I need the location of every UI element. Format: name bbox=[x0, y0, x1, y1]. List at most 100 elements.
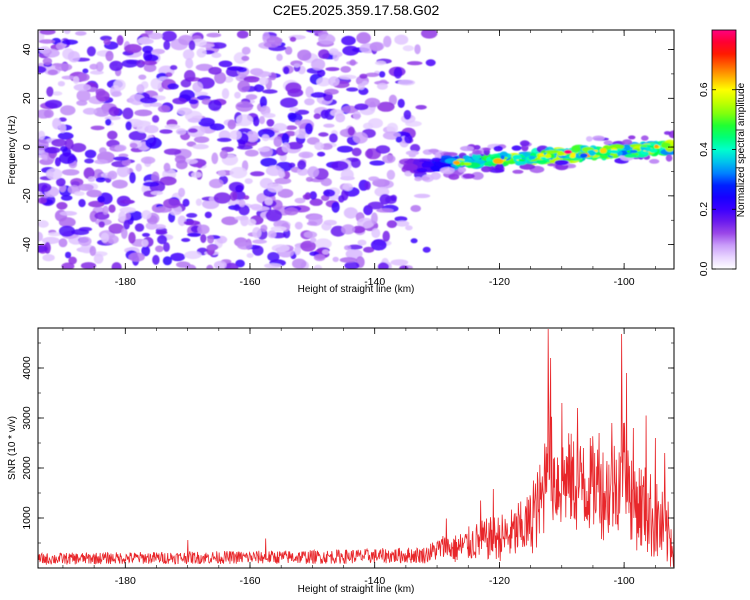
heatmap-cell bbox=[331, 201, 340, 213]
heatmap-cell bbox=[38, 39, 56, 44]
heatmap-cell bbox=[234, 216, 249, 221]
heatmap-cell bbox=[183, 220, 201, 226]
heatmap-cell bbox=[192, 81, 203, 93]
heatmap-cell bbox=[129, 142, 138, 149]
heatmap-cell bbox=[322, 249, 330, 255]
heatmap-cell bbox=[318, 33, 336, 45]
heatmap-cell bbox=[57, 132, 74, 140]
heatmap-cell bbox=[260, 157, 278, 167]
heatmap-hotspot bbox=[654, 144, 659, 149]
heatmap-cell bbox=[55, 63, 73, 71]
heatmap-cell bbox=[494, 163, 504, 171]
heatmap-cell bbox=[143, 181, 160, 187]
heatmap-cell bbox=[191, 171, 202, 178]
heatmap-cell bbox=[128, 130, 147, 141]
heatmap-cell bbox=[121, 227, 128, 239]
heatmap-cell bbox=[139, 97, 158, 104]
heatmap-cell bbox=[368, 176, 380, 182]
heatmap-cell bbox=[234, 91, 241, 99]
heatmap-panel: -180 -160 -140 -120 -100 -40 -20 0 20 40 Height … bbox=[7, 29, 675, 295]
heatmap-cell bbox=[206, 264, 214, 269]
heatmap-cell bbox=[105, 118, 112, 126]
heatmap-cell bbox=[371, 212, 378, 225]
heatmap-cell bbox=[624, 153, 637, 158]
heatmap-cell bbox=[77, 183, 94, 191]
heatmap-cell bbox=[252, 245, 264, 256]
heatmap-x-axis-title: Height of straight line (km) bbox=[298, 284, 415, 295]
heatmap-cell bbox=[184, 70, 196, 82]
heatmap-cell bbox=[174, 155, 186, 164]
heatmap-cell bbox=[107, 130, 118, 140]
heatmap-cell bbox=[303, 231, 318, 239]
heatmap-cell bbox=[179, 89, 195, 101]
heatmap-cell bbox=[44, 99, 63, 109]
heatmap-hotspot bbox=[599, 148, 607, 154]
heatmap-cell bbox=[42, 57, 53, 65]
heatmap-cell bbox=[243, 76, 260, 83]
heatmap-cell bbox=[124, 212, 131, 220]
heatmap-hotspot bbox=[500, 155, 505, 160]
heatmap-cell bbox=[52, 118, 62, 130]
heatmap-cell bbox=[310, 92, 327, 98]
heatmap-cell bbox=[172, 97, 187, 105]
heatmap-cell bbox=[152, 115, 160, 123]
heatmap-cell bbox=[161, 30, 177, 42]
heatmap-cell bbox=[267, 252, 280, 262]
heatmap-cell bbox=[410, 205, 422, 212]
heatmap-cell bbox=[283, 66, 290, 75]
heatmap-cell bbox=[237, 80, 250, 93]
heatmap-cell bbox=[204, 211, 212, 219]
heatmap-cell bbox=[300, 240, 316, 252]
heatmap-cell bbox=[61, 39, 78, 45]
heatmap-cell bbox=[285, 82, 302, 94]
heatmap-cell bbox=[108, 204, 116, 213]
heatmap-cell bbox=[428, 148, 439, 153]
snr-x-axis-title: Height of straight line (km) bbox=[298, 584, 415, 595]
heatmap-cell bbox=[377, 262, 389, 269]
heatmap-cell bbox=[103, 38, 111, 46]
heatmap-cell bbox=[284, 46, 293, 55]
heatmap-cell bbox=[141, 210, 152, 220]
heatmap-cell bbox=[45, 168, 63, 180]
heatmap-cell bbox=[519, 163, 536, 170]
heatmap-cell bbox=[217, 170, 226, 177]
heatmap-cell bbox=[80, 262, 97, 269]
heatmap-cell bbox=[339, 257, 358, 263]
heatmap-cell bbox=[285, 125, 298, 130]
heatmap-cell bbox=[264, 197, 273, 206]
heatmap-cell bbox=[317, 151, 326, 157]
colorbar-title: Normalized spectral amplitude bbox=[736, 82, 747, 217]
heatmap-cell bbox=[364, 97, 381, 108]
heatmap-cell bbox=[41, 236, 60, 245]
heatmap-cell bbox=[140, 156, 156, 164]
heatmap-cell bbox=[175, 128, 187, 136]
heatmap-cell bbox=[359, 73, 368, 79]
heatmap-cell bbox=[211, 152, 219, 165]
heatmap-cell bbox=[99, 147, 107, 155]
y-tick-label: 40 bbox=[21, 44, 33, 56]
heatmap-cell bbox=[150, 190, 164, 196]
heatmap-cell bbox=[83, 167, 95, 180]
heatmap-cell bbox=[209, 123, 225, 131]
colorbar-tick-label: 0.2 bbox=[698, 202, 710, 217]
heatmap-cell bbox=[224, 262, 239, 269]
heatmap-cell bbox=[195, 198, 202, 206]
heatmap-cell bbox=[318, 49, 330, 59]
heatmap-cell bbox=[325, 67, 340, 72]
heatmap-cell bbox=[341, 224, 355, 235]
heatmap-cell bbox=[223, 76, 234, 83]
heatmap-cell bbox=[267, 230, 277, 239]
heatmap-cell bbox=[61, 75, 76, 80]
heatmap-cell bbox=[313, 113, 321, 120]
heatmap-cell bbox=[134, 109, 153, 117]
heatmap-cell bbox=[86, 189, 102, 198]
y-tick-label: 0 bbox=[21, 144, 33, 150]
heatmap-cell bbox=[257, 128, 275, 139]
heatmap-cell bbox=[184, 250, 202, 260]
heatmap-cell bbox=[262, 89, 278, 94]
x-tick-label: -120 bbox=[489, 276, 510, 288]
heatmap-cell bbox=[340, 66, 352, 73]
heatmap-cell bbox=[390, 259, 409, 266]
heatmap-cell bbox=[665, 154, 673, 162]
heatmap-cell bbox=[187, 232, 202, 237]
